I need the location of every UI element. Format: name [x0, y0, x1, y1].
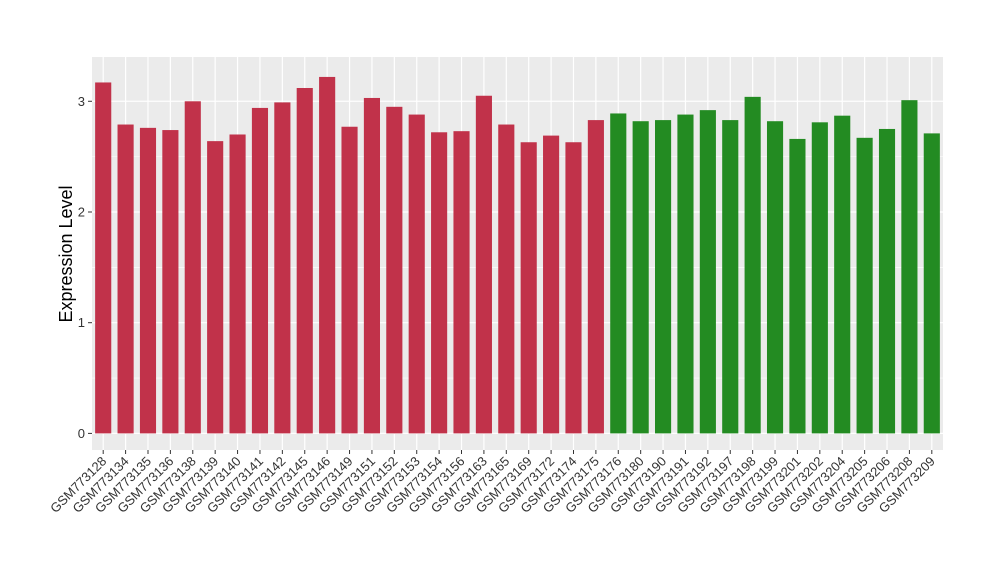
bar-GSM773172: [543, 135, 560, 434]
y-tick-label: 3: [78, 94, 85, 109]
bar-GSM773139: [207, 141, 224, 434]
x-axis: GSM773128GSM773134GSM773135GSM773136GSM7…: [47, 450, 938, 516]
bar-GSM773146: [319, 76, 336, 434]
bar-GSM773134: [117, 124, 134, 434]
bar-GSM773197: [722, 120, 739, 434]
bars: [95, 76, 940, 434]
bar-GSM773163: [475, 95, 492, 434]
bar-GSM773136: [162, 130, 179, 434]
bar-GSM773205: [856, 137, 873, 434]
bar-GSM773141: [251, 107, 269, 434]
bar-GSM773192: [699, 110, 716, 434]
bar-GSM773206: [878, 128, 896, 434]
bar-GSM773145: [296, 87, 313, 434]
y-tick-label: 0: [78, 426, 85, 441]
bar-GSM773174: [565, 142, 582, 434]
bar-GSM773152: [386, 106, 403, 434]
bar-GSM773209: [923, 133, 940, 434]
bar-GSM773191: [677, 114, 694, 434]
y-tick-label: 2: [78, 204, 85, 219]
bar-GSM773154: [431, 132, 448, 434]
bar-GSM773169: [520, 142, 537, 434]
bar-GSM773176: [610, 113, 627, 434]
bar-GSM773199: [766, 121, 784, 434]
bar-GSM773151: [363, 97, 380, 434]
bar-GSM773140: [229, 134, 246, 434]
bar-GSM773204: [834, 115, 851, 434]
y-tick-label: 1: [78, 315, 85, 330]
bar-GSM773128: [95, 82, 112, 434]
bar-GSM773180: [632, 121, 649, 434]
bar-GSM773138: [184, 101, 201, 434]
bar-GSM773198: [744, 96, 761, 434]
bar-GSM773165: [498, 124, 515, 434]
y-axis: 0 1 2 3: [78, 94, 92, 441]
bar-GSM773149: [341, 126, 358, 434]
bar-GSM773142: [274, 102, 291, 434]
bar-GSM773175: [587, 120, 604, 434]
bar-GSM773202: [811, 122, 828, 434]
bar-GSM773135: [139, 127, 157, 434]
bar-GSM773156: [453, 131, 470, 434]
y-axis-title: Expression Level: [56, 185, 76, 322]
bar-GSM773153: [408, 114, 425, 434]
bar-GSM773201: [789, 138, 806, 434]
bar-GSM773208: [901, 100, 918, 434]
bar-GSM773190: [655, 120, 672, 434]
